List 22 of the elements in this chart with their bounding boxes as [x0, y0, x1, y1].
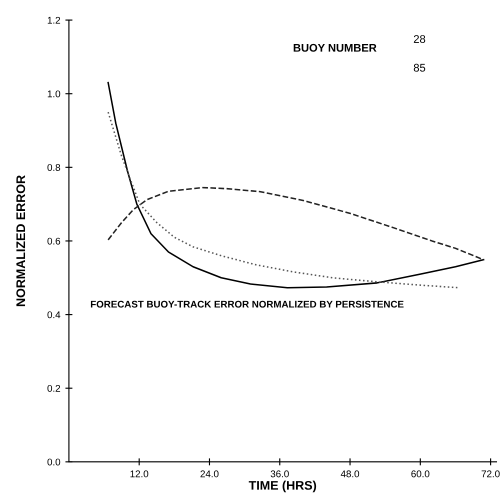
y-tick-label: 1.2 — [48, 16, 60, 24]
y-tick-label: 1.0 — [48, 90, 60, 98]
y-tick-label: 0.6 — [47, 238, 60, 245]
annotation: 28 — [414, 35, 426, 43]
line-series — [107, 111, 460, 288]
y-tick-label: 0.4 — [47, 311, 60, 318]
line-series — [107, 186, 484, 260]
x-tick-label: 48.0 — [340, 470, 360, 478]
y-tick-label: 0.2 — [47, 384, 60, 392]
x-tick-label: 12.0 — [130, 470, 148, 478]
annotation: FORECAST BUOY-TRACK ERROR NORMALIZED BY PERSISTENCE — [90, 300, 404, 308]
y-axis-title: NORMALIZED ERROR — [16, 175, 26, 306]
x-tick-label: 24.0 — [200, 470, 219, 478]
annotation: BUOY NUMBER — [294, 44, 377, 52]
annotation: 85 — [414, 64, 426, 72]
x-tick-label: 72.0 — [482, 470, 500, 478]
y-tick-label: 0.0 — [47, 458, 60, 466]
x-axis-title: TIME (HRS) — [248, 480, 316, 492]
y-tick-label: 0.8 — [47, 164, 60, 171]
x-tick-label: 60.0 — [411, 470, 430, 478]
line-series — [107, 82, 484, 288]
x-tick-label: 36.0 — [270, 470, 289, 478]
